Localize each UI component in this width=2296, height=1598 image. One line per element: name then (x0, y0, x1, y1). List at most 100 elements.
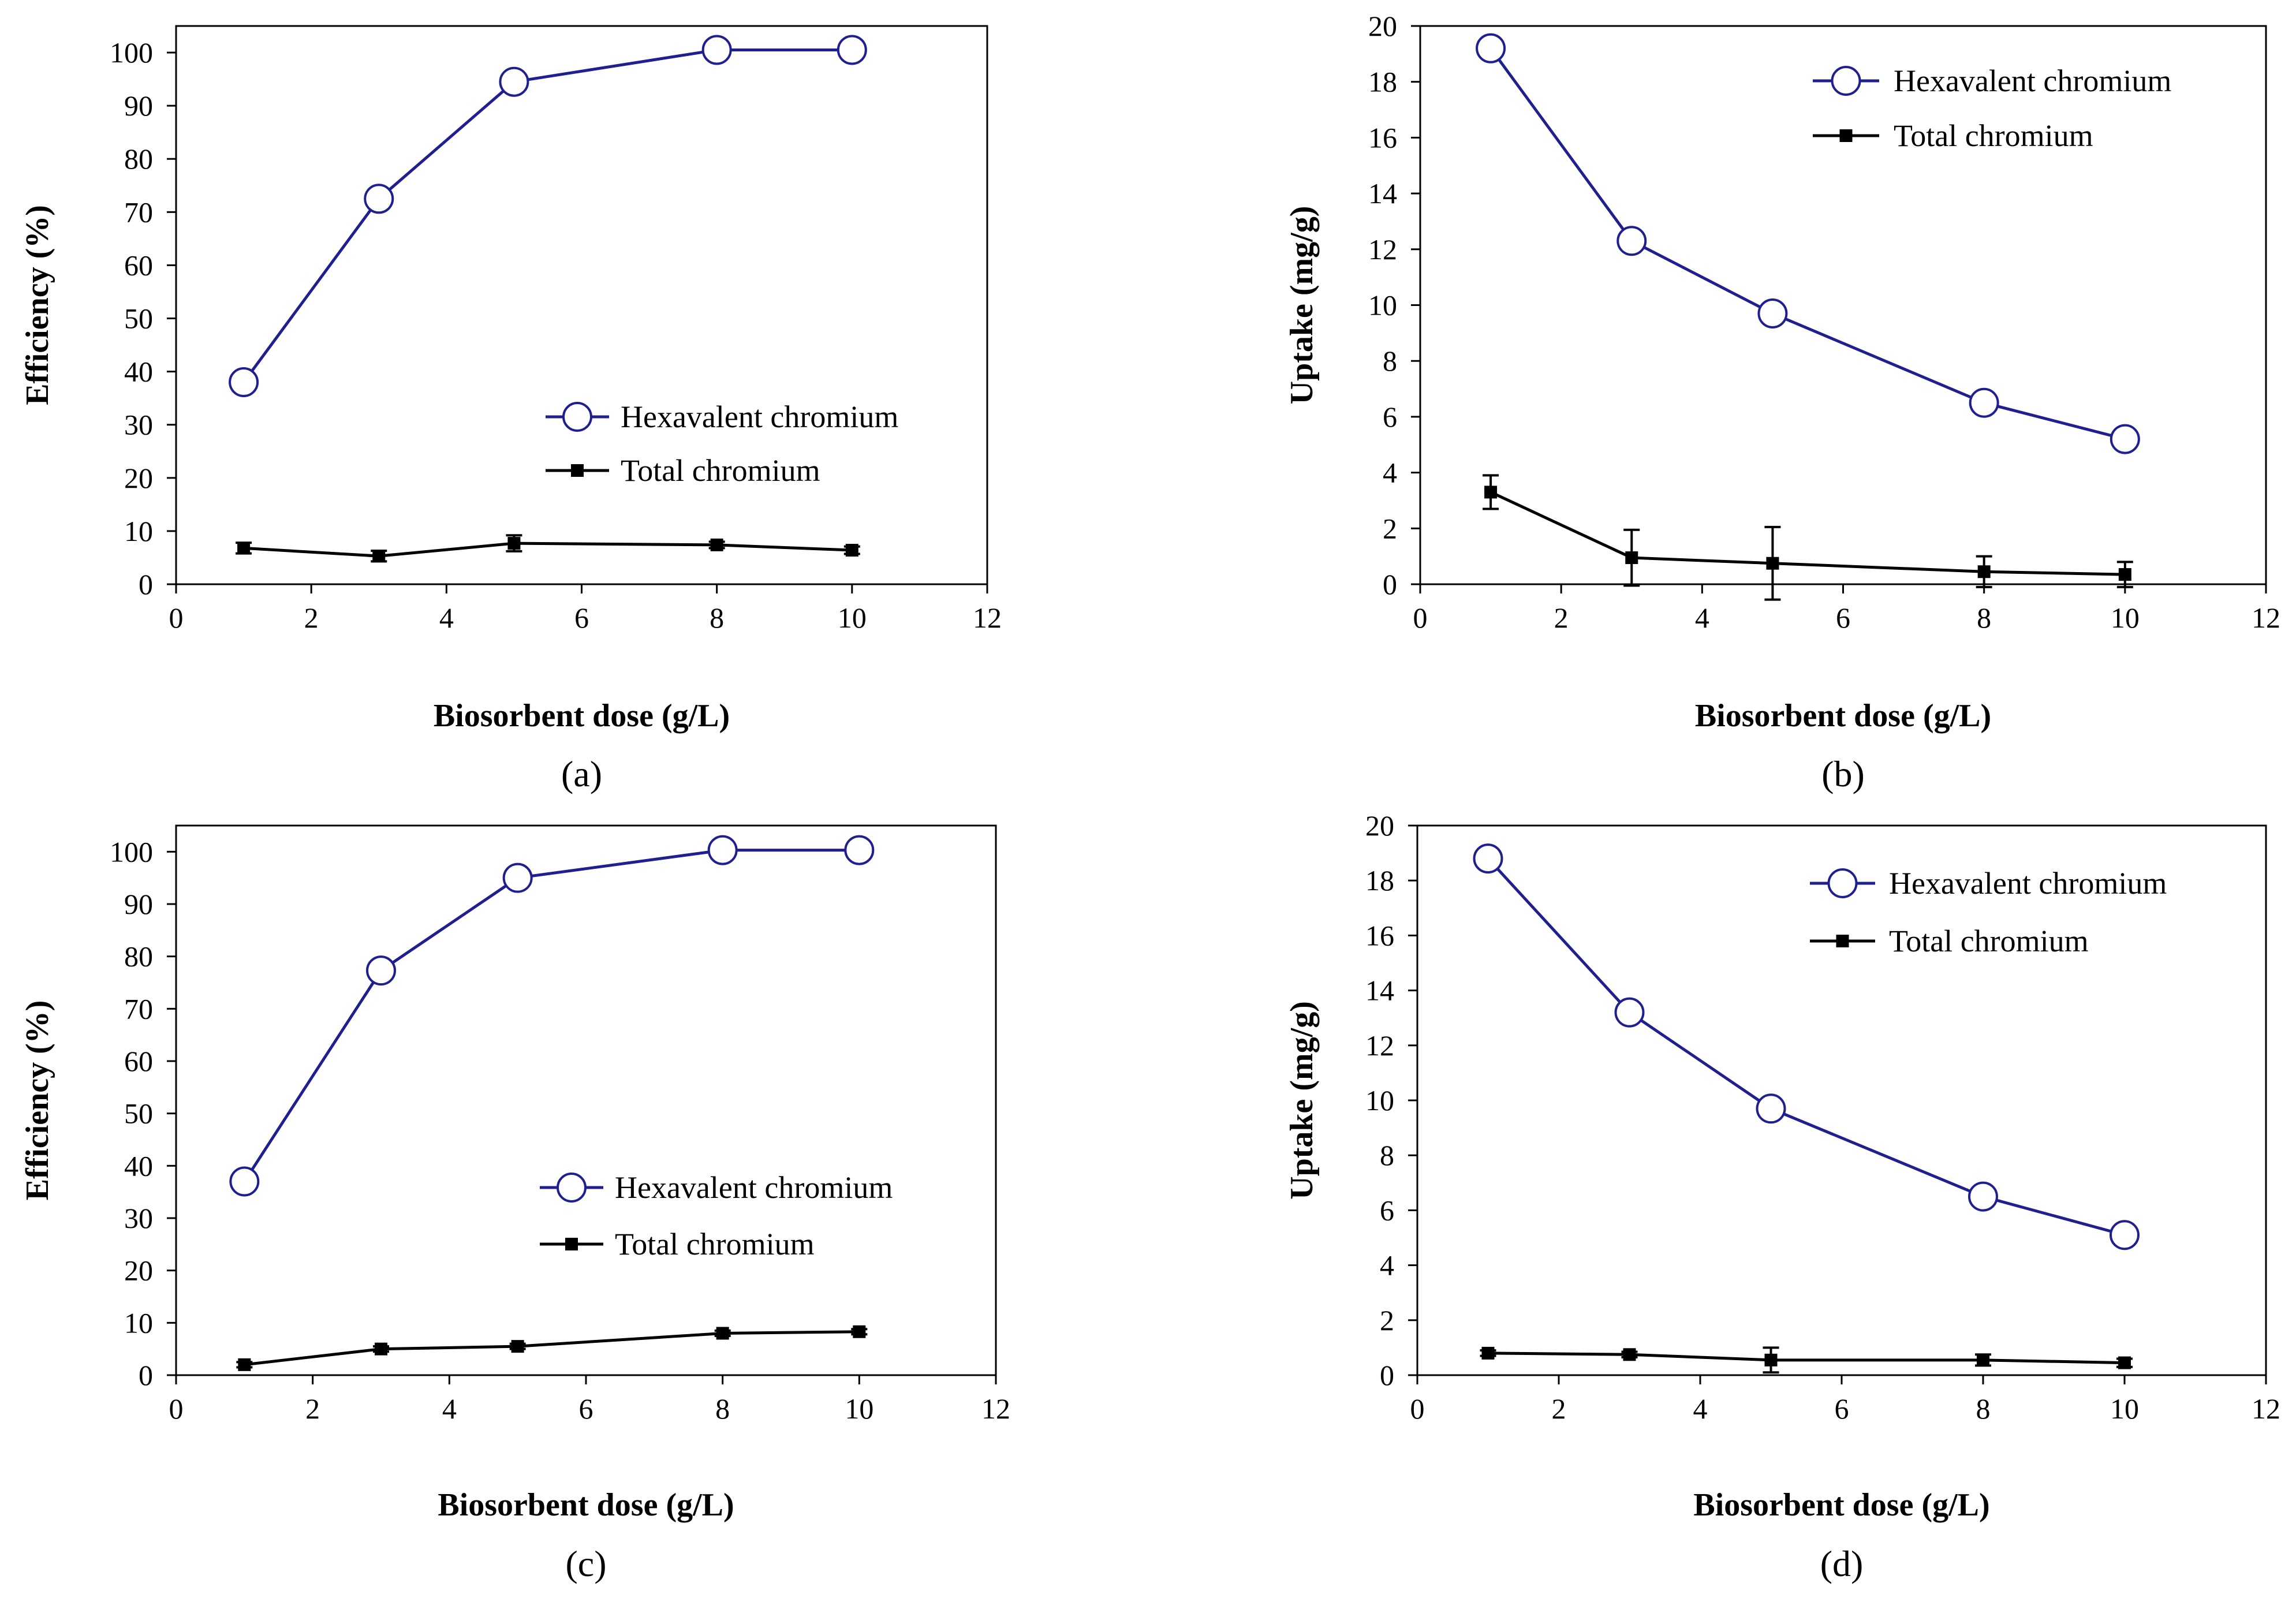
y-tick-label: 30 (124, 1202, 153, 1234)
data-point-total-chromium (1481, 1346, 1495, 1360)
legend-label-total-chromium: Total chromium (1889, 924, 2089, 958)
data-point-total-chromium (1484, 486, 1498, 499)
x-tick-label: 6 (574, 602, 589, 634)
x-tick-label: 12 (981, 1392, 1010, 1425)
x-tick-label: 10 (2110, 1392, 2139, 1425)
y-tick-label: 6 (1380, 1194, 1394, 1226)
legend-marker-hexavalent-chromium (562, 402, 592, 432)
x-tick-label: 10 (838, 602, 867, 634)
y-tick-label: 10 (1365, 1084, 1394, 1117)
data-point-total-chromium (1766, 557, 1779, 570)
data-point-total-chromium (1977, 1353, 1989, 1366)
y-tick-label: 2 (1383, 512, 1397, 544)
data-point-total-chromium (710, 538, 723, 551)
x-tick-label: 4 (442, 1392, 457, 1425)
y-tick-label: 90 (124, 89, 153, 122)
legend-label-total-chromium: Total chromium (621, 453, 820, 488)
y-tick-label: 30 (124, 409, 153, 441)
panel-label: (a) (561, 753, 602, 794)
y-tick-label: 12 (1368, 233, 1397, 266)
y-tick-label: 60 (124, 249, 153, 281)
legend-label-hexavalent-chromium: Hexavalent chromium (1889, 866, 2167, 901)
x-tick-label: 12 (2252, 602, 2280, 634)
data-point-total-chromium (238, 1358, 251, 1371)
legend-label-total-chromium: Total chromium (615, 1227, 815, 1261)
x-tick-label: 8 (1977, 602, 1991, 634)
y-tick-label: 100 (110, 835, 153, 868)
x-axis-label: Biosorbent dose (g/L) (1693, 1487, 1989, 1523)
x-tick-label: 2 (1552, 1392, 1566, 1425)
panel-label: (c) (565, 1543, 606, 1584)
data-point-hexavalent-chromium (1616, 226, 1647, 256)
y-tick-label: 8 (1383, 345, 1397, 377)
y-tick-label: 60 (124, 1045, 153, 1077)
data-point-total-chromium (1625, 551, 1638, 565)
chart-panel-2: 0 2 4 6 8 10 12 0 10 20 30 40 50 60 70 80 90 100 Biosorben… (20, 824, 1010, 1584)
data-point-total-chromium (853, 1325, 866, 1338)
legend-label-hexavalent-chromium: Hexavalent chromium (1894, 64, 2171, 98)
y-tick-label: 14 (1368, 177, 1397, 210)
y-tick-label: 6 (1383, 401, 1397, 433)
y-tick-label: 70 (124, 992, 153, 1025)
data-point-hexavalent-chromium (1969, 387, 1999, 418)
data-point-total-chromium (2118, 568, 2131, 581)
y-tick-label: 100 (110, 36, 153, 69)
data-point-hexavalent-chromium (1757, 298, 1788, 329)
legend-marker-total-chromium (1836, 935, 1849, 947)
y-tick-label: 10 (124, 515, 153, 547)
x-tick-label: 12 (973, 602, 1002, 634)
x-tick-label: 0 (169, 602, 184, 634)
y-tick-label: 50 (124, 1097, 153, 1130)
data-point-hexavalent-chromium (1756, 1093, 1786, 1124)
x-tick-label: 2 (305, 1392, 320, 1425)
panel-label: (b) (1821, 753, 1865, 794)
data-point-hexavalent-chromium (366, 955, 396, 986)
x-tick-label: 2 (304, 602, 319, 634)
data-point-hexavalent-chromium (701, 35, 732, 65)
data-point-hexavalent-chromium (499, 66, 529, 97)
legend-label-hexavalent-chromium: Hexavalent chromium (621, 399, 898, 434)
legend-marker-hexavalent-chromium (1827, 868, 1858, 898)
chart-panel-0: 0 2 4 6 8 10 12 0 10 20 30 40 50 60 70 80 90 100 Biosorben… (20, 25, 1002, 794)
x-tick-label: 0 (1413, 602, 1428, 634)
y-tick-label: 10 (1368, 289, 1397, 322)
data-point-total-chromium (716, 1327, 729, 1340)
y-tick-label: 14 (1365, 975, 1394, 1007)
y-tick-label: 16 (1365, 919, 1394, 951)
y-tick-label: 12 (1365, 1029, 1394, 1062)
data-point-total-chromium (511, 1340, 524, 1353)
data-point-total-chromium (2118, 1356, 2131, 1369)
data-point-hexavalent-chromium (844, 835, 875, 865)
data-point-hexavalent-chromium (837, 35, 867, 65)
x-tick-label: 12 (2252, 1392, 2280, 1425)
data-point-hexavalent-chromium (364, 184, 394, 214)
y-tick-label: 4 (1380, 1249, 1394, 1282)
x-tick-label: 8 (710, 602, 724, 634)
y-tick-label: 20 (124, 462, 153, 494)
data-point-total-chromium (1623, 1348, 1636, 1361)
y-tick-label: 20 (1368, 10, 1397, 42)
x-tick-label: 6 (579, 1392, 593, 1425)
y-tick-label: 20 (1365, 809, 1394, 842)
data-point-hexavalent-chromium (502, 863, 533, 893)
data-point-total-chromium (1977, 565, 1991, 578)
x-axis-label: Biosorbent dose (g/L) (1695, 698, 1991, 734)
legend-marker-hexavalent-chromium (557, 1173, 587, 1203)
x-axis-label: Biosorbent dose (g/L) (434, 698, 730, 734)
y-tick-label: 8 (1380, 1139, 1394, 1171)
x-tick-label: 4 (1693, 1392, 1708, 1425)
y-tick-label: 20 (124, 1254, 153, 1287)
x-tick-label: 0 (169, 1392, 184, 1425)
data-point-total-chromium (507, 537, 521, 550)
y-tick-label: 0 (139, 568, 153, 600)
chart-panel-3: 0 2 4 6 8 10 12 0 2 4 6 8 10 12 14 16 18 20 Biosorbent dos… (1284, 809, 2280, 1584)
x-tick-label: 0 (1410, 1392, 1425, 1425)
data-point-hexavalent-chromium (1476, 33, 1506, 64)
chart-panel-1: 0 2 4 6 8 10 12 0 2 4 6 8 10 12 14 16 18 20 Biosorbent dos… (1284, 10, 2280, 794)
y-axis-label: Uptake (mg/g) (1284, 206, 1320, 405)
y-axis-label: Efficiency (%) (20, 205, 55, 405)
data-point-hexavalent-chromium (229, 367, 259, 398)
y-tick-label: 2 (1380, 1304, 1394, 1336)
